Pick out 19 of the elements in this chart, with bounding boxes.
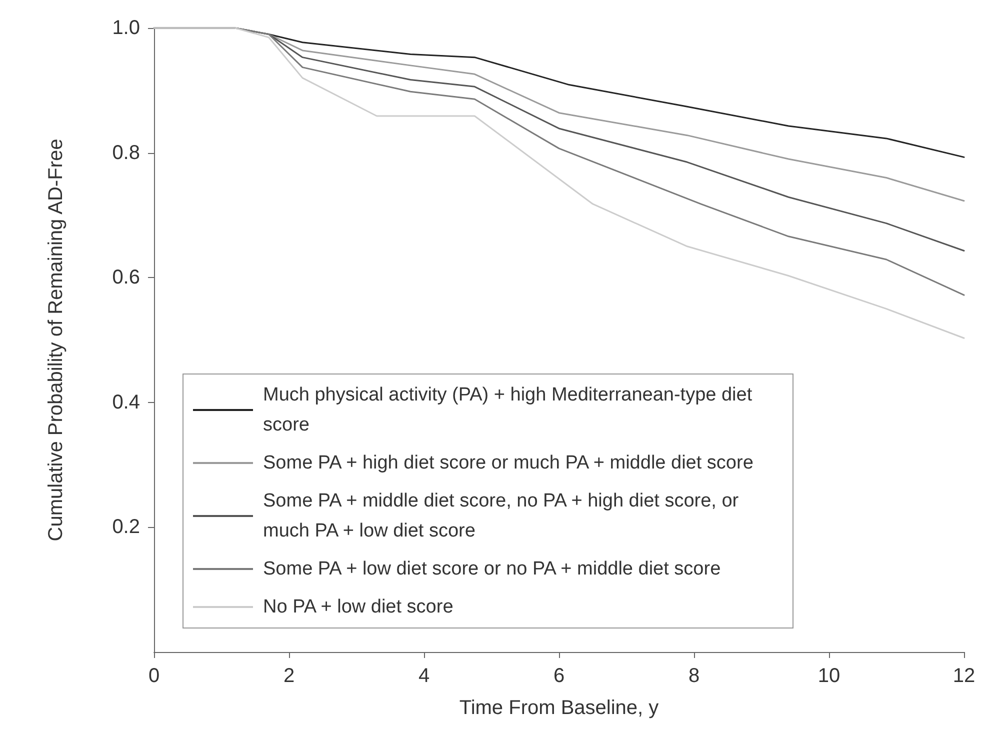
y-axis-title: Cumulative Probability of Remaining AD-Free (45, 138, 67, 542)
x-tick-label: 4 (418, 665, 430, 687)
legend-label: Some PA + middle diet score, no PA + high diet score, or much PA + low diet score (263, 490, 744, 542)
x-axis-title: Time From Baseline, y (459, 697, 659, 719)
y-tick-label: 0.2 (112, 516, 140, 538)
x-tick-label: 2 (283, 665, 295, 687)
x-tick-label: 0 (148, 665, 160, 687)
x-tick-label: 8 (688, 665, 700, 687)
legend-label: No PA + low diet score (263, 596, 454, 618)
x-tick-label: 12 (952, 665, 976, 687)
y-tick-label: 0.8 (112, 142, 140, 164)
y-tick-label: 0.6 (112, 266, 140, 289)
y-tick-label: 1.0 (112, 17, 140, 39)
x-tick-label: 10 (818, 665, 840, 687)
legend-label: Some PA + low diet score or no PA + middle diet score (263, 558, 721, 580)
legend-label: Much physical activity (PA) + high Mediterranean-type diet score (263, 384, 758, 436)
x-tick-label: 6 (553, 665, 565, 687)
y-tick-label: 0.4 (112, 391, 140, 414)
legend-label: Some PA + high diet score or much PA + middle diet score (263, 452, 754, 474)
